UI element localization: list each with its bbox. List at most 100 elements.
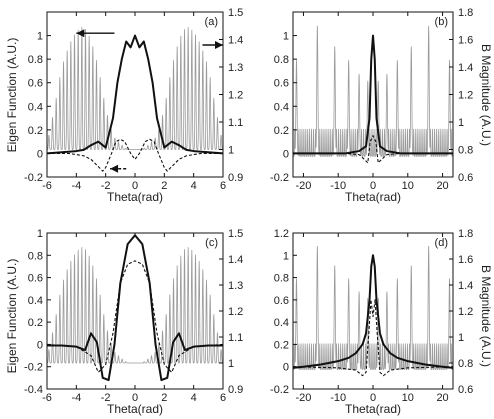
annotation-arrowhead bbox=[110, 164, 119, 173]
x-tick-label: -2 bbox=[101, 392, 111, 404]
x-tick-label: 4 bbox=[191, 392, 197, 404]
y-left-tick-label: -0.2 bbox=[24, 362, 43, 374]
y-left-tick-label: 0 bbox=[283, 148, 289, 160]
chart-panels: -6 -4 -2 0 2 4 6-0.200.20.40.60.810.911.11.21.… bbox=[24, 7, 473, 416]
panel-label: (c) bbox=[205, 237, 218, 249]
y-left-tick-label: 0.8 bbox=[274, 54, 289, 66]
x-tick-label: 0 bbox=[370, 180, 376, 192]
series-solid-line bbox=[293, 34, 453, 155]
y-left-tick-label: -0.4 bbox=[24, 384, 43, 396]
y-left-tick-label: 0.8 bbox=[28, 250, 43, 262]
y-right-tick-label: 1.1 bbox=[228, 117, 243, 129]
y-right-tick-label: 1.8 bbox=[458, 228, 473, 240]
x-axis-title: Theta(rad) bbox=[107, 190, 163, 204]
y-left-tick-label: 0.6 bbox=[274, 295, 289, 307]
series-gray-line bbox=[293, 25, 453, 157]
y-left-tick-label: 0.2 bbox=[274, 339, 289, 351]
x-tick-label: 2 bbox=[161, 392, 167, 404]
y-left-tick-label: 0.4 bbox=[274, 101, 289, 113]
y-right-tick-label: 0.8 bbox=[458, 358, 473, 370]
panel-label: (b) bbox=[435, 16, 448, 28]
panel-c: -6 -4 -2 0 2 4 6 -0.4 -0.2 0 0.2 0.4 0.6 0.8 1 0.9 1 1.1 1… bbox=[24, 228, 243, 416]
y-right-tick-label: 1.3 bbox=[228, 280, 243, 292]
panel-a: -6 -4 -2 0 2 4 6 -0.2 0 0.2 0.4 0.6 0.8 1 0.9 1 1.1 1.2 1.… bbox=[24, 7, 243, 204]
y-right-tick-label: 1.6 bbox=[458, 35, 473, 47]
y-left-tick-label: 0.6 bbox=[28, 273, 43, 285]
y-left-tick-label: 0 bbox=[283, 362, 289, 374]
y-right-tick-label: 1 bbox=[228, 358, 234, 370]
panel-label: (d) bbox=[435, 237, 448, 249]
x-tick-label: -2 bbox=[101, 180, 111, 192]
annotation-arrowhead bbox=[215, 41, 223, 49]
y-right-tick-label: 0.6 bbox=[458, 172, 473, 184]
x-tick-label: -20 bbox=[295, 180, 311, 192]
y-left-tick-label: 1.2 bbox=[274, 228, 289, 240]
y-right-tick-label: 0.9 bbox=[228, 384, 243, 396]
x-tick-label: 20 bbox=[436, 392, 448, 404]
series-solid-line bbox=[293, 254, 453, 369]
y-right-tick-label: 1.5 bbox=[228, 7, 243, 19]
plot-area bbox=[47, 27, 223, 172]
y-right-tick-label: 1.2 bbox=[228, 306, 243, 318]
y-right-tick-label: 1.1 bbox=[228, 332, 243, 344]
x-tick-label: 10 bbox=[402, 180, 414, 192]
plot-area bbox=[293, 245, 453, 377]
annotation-arrowhead bbox=[76, 29, 85, 38]
y-left-tick-label: -0.2 bbox=[24, 172, 43, 184]
y-left-tick-label: 0.2 bbox=[274, 125, 289, 137]
series-dashed-line bbox=[293, 299, 453, 377]
y-left-tick-label: -0.2 bbox=[270, 384, 289, 396]
y-left-tick-label: 0.2 bbox=[28, 317, 43, 329]
y-right-tick-label: 1 bbox=[228, 145, 234, 157]
y-left-tick-label: 0.2 bbox=[28, 125, 43, 137]
x-tick-label: -10 bbox=[330, 180, 346, 192]
x-tick-label: 6 bbox=[220, 392, 226, 404]
y-right-tick-label: 0.6 bbox=[458, 384, 473, 396]
y-right-tick-label: 0.9 bbox=[228, 172, 243, 184]
y-right-tick-label: 1.4 bbox=[228, 254, 243, 266]
y-right-tick-label: 0.8 bbox=[458, 145, 473, 157]
y-left-tick-label: 1 bbox=[37, 31, 43, 43]
y-right-tick-label: 1.2 bbox=[458, 306, 473, 318]
y-right-tick-label: 1 bbox=[458, 117, 464, 129]
series-dashed-line bbox=[47, 260, 223, 373]
y-left-tick-label: 0.4 bbox=[274, 317, 289, 329]
y-right-tick-label: 1.5 bbox=[228, 228, 243, 240]
x-tick-label: -20 bbox=[295, 392, 311, 404]
x-tick-label: -6 bbox=[42, 392, 52, 404]
series-gray-line bbox=[293, 245, 453, 370]
x-tick-label: -4 bbox=[71, 180, 81, 192]
series-gray-line bbox=[47, 247, 223, 364]
right-axis-title-bottom: B Magnitude (A.U.) bbox=[479, 265, 493, 367]
y-right-tick-label: 1.4 bbox=[228, 35, 243, 47]
x-tick-label: 10 bbox=[402, 392, 414, 404]
plot-area bbox=[293, 25, 453, 164]
x-tick-label: -10 bbox=[330, 392, 346, 404]
x-tick-label: 0 bbox=[132, 180, 138, 192]
y-right-tick-label: 1.8 bbox=[458, 7, 473, 19]
y-left-tick-label: 1 bbox=[37, 228, 43, 240]
y-right-tick-label: 1.4 bbox=[458, 62, 473, 74]
y-left-tick-label: 1 bbox=[283, 250, 289, 262]
left-axis-title-bottom: Eigen Function (A.U.) bbox=[5, 259, 19, 374]
y-right-tick-label: 1.2 bbox=[228, 90, 243, 102]
series-solid-line bbox=[47, 34, 223, 155]
y-left-tick-label: 0.8 bbox=[28, 54, 43, 66]
x-tick-label: 0 bbox=[370, 392, 376, 404]
x-axis-title: Theta(rad) bbox=[345, 190, 401, 204]
right-axis-title-top: B Magnitude (A.U.) bbox=[479, 44, 493, 146]
x-tick-label: 2 bbox=[161, 180, 167, 192]
x-axis-title: Theta(rad) bbox=[345, 402, 401, 416]
y-left-tick-label: -0.2 bbox=[270, 172, 289, 184]
x-tick-label: -6 bbox=[42, 180, 52, 192]
x-axis-title: Theta(rad) bbox=[107, 402, 163, 416]
y-right-tick-label: 1.6 bbox=[458, 254, 473, 266]
y-left-tick-label: 0 bbox=[37, 148, 43, 160]
y-left-tick-label: 0 bbox=[37, 339, 43, 351]
plot-frame bbox=[46, 232, 224, 390]
y-left-tick-label: 0.4 bbox=[28, 101, 43, 113]
x-tick-label: 6 bbox=[220, 180, 226, 192]
y-left-tick-label: 0.8 bbox=[274, 273, 289, 285]
series-dashed-line bbox=[293, 135, 453, 164]
